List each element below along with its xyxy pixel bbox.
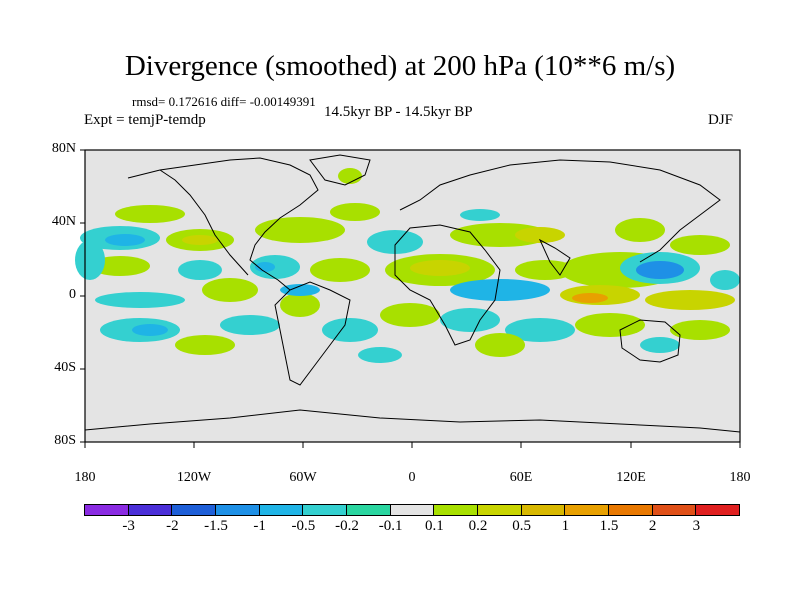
colorbar-label: 1 [561,518,570,534]
colorbar-label: 1.5 [599,518,619,534]
field-blob [670,320,730,340]
australia-coast [619,319,681,363]
field-blob [572,293,608,303]
field-blob [280,284,320,296]
y-axis-label: 0 [69,287,76,302]
field-blob [255,262,275,272]
colorbar [84,504,741,516]
colorbar-segment [346,504,391,516]
colorbar-segment [171,504,217,516]
colorbar-segment [564,504,610,516]
field-blob [367,230,423,254]
coastlines [84,154,741,433]
x-axis-label: 60E [509,470,533,485]
field-blob [182,235,218,245]
field-blob [640,337,680,353]
colorbar-label: 3 [692,518,701,534]
field-blob [515,227,565,243]
north-america-west-coast [159,169,249,276]
field-blob [575,313,645,337]
south-america-coast [274,281,351,386]
field-blob [220,315,280,335]
field-blob [75,240,105,280]
field-blob [710,270,740,290]
field-blob [322,318,378,342]
x-axis-label: 60W [289,470,317,485]
colorbar-segment [520,504,566,516]
colorbar-segment [258,504,304,516]
field-blob [636,261,684,279]
field-blob [670,235,730,255]
africa-coast [394,224,501,346]
field-blob [178,260,222,280]
colorbar-segment [433,504,479,516]
divergence-field [75,168,740,363]
colorbar-segment [695,504,741,516]
field-blob [505,318,575,342]
experiment-label: Expt = temjP-temdp [84,112,206,128]
x-axis-label: 120W [176,470,212,485]
field-blob [255,217,345,243]
colorbar-label: -0.5 [291,518,316,534]
map-background [85,150,740,442]
axis-ticks [80,149,741,448]
field-blob [410,260,470,276]
greenland-coast [309,154,371,186]
colorbar-segment [477,504,522,516]
antarctica-coast [84,409,741,433]
field-blob [440,308,500,332]
colorbar-segment [608,504,653,516]
y-axis-label: 40S [54,360,76,375]
field-blob [338,168,362,184]
colorbar-label: 0.5 [512,518,532,534]
colorbar-label: 0.2 [468,518,488,534]
field-blob [450,279,550,301]
field-blob [358,347,402,363]
x-axis-label: 180 [729,470,751,485]
field-blob [132,324,168,336]
colorbar-segment [389,504,435,516]
field-blob [615,218,665,242]
x-axis-label: 120E [616,470,646,485]
colorbar-label: -0.1 [378,518,403,534]
colorbar-label: -2 [166,518,179,534]
colorbar-segment [302,504,348,516]
north-america-coast [127,157,319,291]
colorbar-label: -1.5 [204,518,228,534]
field-blob [475,333,525,357]
colorbar-label: 0.1 [424,518,444,534]
field-blob [280,293,320,317]
x-axis-label: 0 [408,470,416,485]
europe-asia-coast [399,159,721,263]
colorbar-label: 2 [648,518,657,534]
field-blob [115,205,185,223]
field-blob [645,290,735,310]
field-blob [202,278,258,302]
period-label: 14.5kyr BP - 14.5kyr BP [324,104,473,120]
x-axis-label: 180 [74,470,96,485]
colorbar-segment [215,504,260,516]
field-blob [90,256,150,276]
colorbar-label: -1 [253,518,266,534]
y-axis-label: 80S [54,433,76,448]
season-label: DJF [708,112,734,128]
y-axis-label: 40N [51,214,76,229]
field-blob [105,234,145,246]
chart-title: Divergence (smoothed) at 200 hPa (10**6 … [124,50,676,82]
colorbar-segment [127,504,173,516]
y-axis-label: 80N [51,141,76,156]
field-blob [460,209,500,221]
field-blob [310,258,370,282]
colorbar-label: -3 [122,518,135,534]
stats-text: rmsd= 0.172616 diff= -0.00149391 [132,94,316,109]
field-blob [330,203,380,221]
field-blob [175,335,235,355]
field-blob [380,303,440,327]
colorbar-label: -0.2 [335,518,359,534]
colorbar-segment [651,504,697,516]
colorbar-segment [84,504,129,516]
field-blob [95,292,185,308]
india-coast [538,238,571,276]
